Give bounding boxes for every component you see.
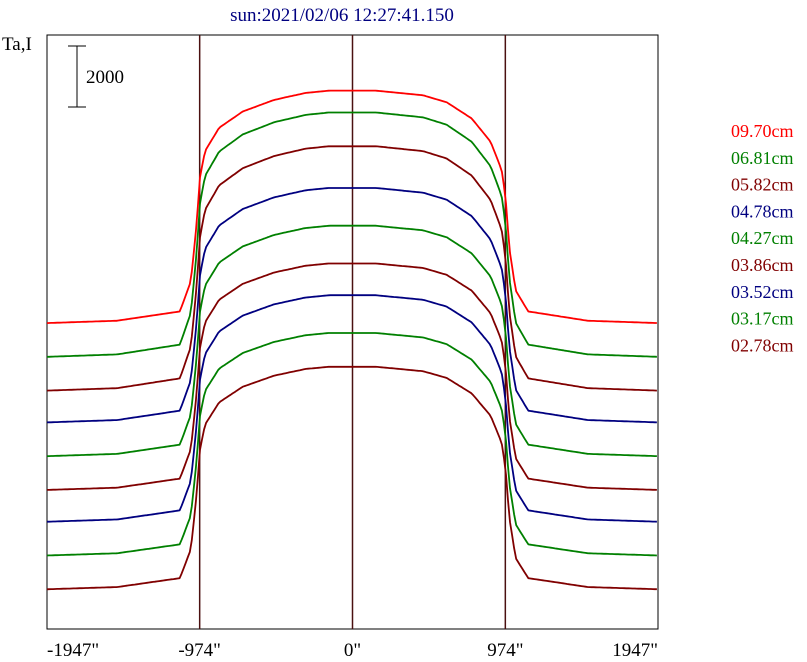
series-line (47, 111, 657, 358)
scale-bar-label: 2000 (86, 67, 124, 88)
series-line (46, 89, 657, 324)
vertical-reference-lines (198, 35, 507, 629)
legend-entry: 04.78cm (731, 201, 794, 221)
series-line (46, 187, 657, 424)
legend-entry: 02.78cm (731, 335, 794, 355)
series-line (46, 145, 657, 392)
scale-bar: 2000 (68, 45, 124, 108)
legend-entry: 04.27cm (731, 228, 794, 248)
series-line (47, 294, 657, 523)
legend-entry: 06.81cm (731, 148, 794, 168)
y-axis-label: Ta,I (2, 34, 32, 55)
x-tick-label: -974" (178, 640, 221, 661)
legend-entry: 03.52cm (731, 282, 794, 302)
legend-entry: 09.70cm (731, 121, 794, 141)
x-tick-label: 0" (344, 640, 361, 661)
x-tick-label: 1947" (612, 640, 658, 661)
legend-entry: 03.17cm (731, 309, 794, 329)
series-line (46, 224, 657, 458)
legend-entry: 03.86cm (731, 255, 794, 275)
x-tick-label: -1947" (47, 640, 99, 661)
series-line (46, 332, 657, 557)
series-lines (46, 89, 657, 591)
x-tick-label: 974" (487, 640, 523, 661)
x-tick-labels: -1947" -974" 0" 974" 1947" (47, 640, 658, 661)
legend: 09.70cm 06.81cm 05.82cm 04.78cm 04.27cm 03.86… (731, 121, 794, 355)
series-line (46, 365, 657, 591)
chart-title: sun:2021/02/06 12:27:41.150 (230, 5, 454, 26)
series-line (47, 262, 657, 491)
legend-entry: 05.82cm (731, 175, 794, 195)
